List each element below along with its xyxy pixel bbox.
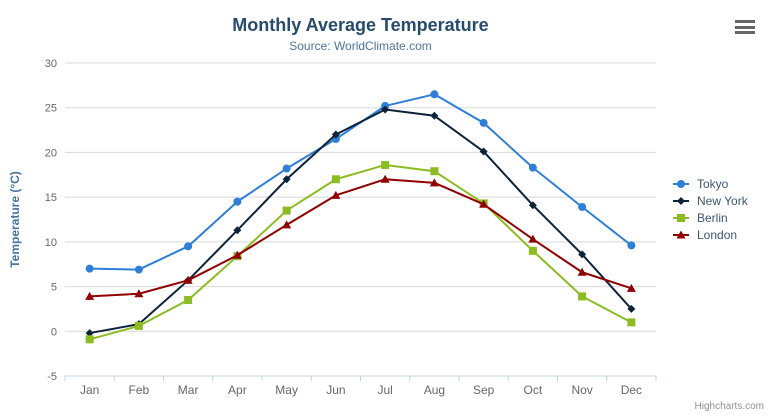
circle-marker-glyph — [677, 180, 685, 188]
y-axis-label: 30 — [45, 58, 57, 70]
x-axis-label: Mar — [178, 383, 199, 397]
x-axis-label: Jun — [326, 383, 345, 397]
point-london-apr[interactable] — [232, 250, 242, 259]
legend-item-berlin[interactable]: Berlin — [672, 210, 748, 226]
point-london-mar[interactable] — [183, 275, 193, 284]
point-new-york-dec[interactable] — [627, 304, 636, 313]
point-berlin-may[interactable] — [282, 206, 291, 215]
series-line-london[interactable] — [88, 178, 633, 298]
diamond-marker-glyph — [677, 197, 685, 205]
context-menu-button[interactable] — [735, 20, 757, 34]
point-tokyo-mar[interactable] — [184, 242, 193, 251]
square-marker-glyph — [677, 214, 685, 222]
series-line-tokyo[interactable] — [88, 93, 633, 271]
y-axis-label: 10 — [45, 237, 57, 249]
point-tokyo-apr[interactable] — [233, 197, 242, 206]
x-axis-label: May — [275, 383, 298, 397]
point-tokyo-feb[interactable] — [134, 265, 143, 274]
point-tokyo-may[interactable] — [282, 164, 291, 173]
point-london-aug[interactable] — [429, 178, 439, 187]
point-london-jan[interactable] — [85, 291, 95, 300]
y-axis-title: Temperature (°C) — [8, 171, 22, 268]
x-axis-label: Dec — [621, 383, 642, 397]
triangle-marker-glyph — [676, 230, 686, 239]
legend: Tokyo New York Berlin London — [672, 176, 748, 244]
point-london-jun[interactable] — [331, 190, 341, 199]
y-axis-label: 25 — [45, 103, 57, 115]
legend-item-tokyo[interactable]: Tokyo — [672, 176, 748, 192]
legend-item-new-york[interactable]: New York — [672, 193, 748, 209]
point-new-york-jan[interactable] — [85, 329, 94, 338]
square-marker-icon — [673, 214, 689, 222]
point-london-may[interactable] — [282, 220, 292, 229]
point-new-york-apr[interactable] — [233, 226, 242, 235]
point-new-york-jul[interactable] — [381, 105, 390, 114]
legend-item-london[interactable]: London — [672, 227, 748, 243]
legend-label: Berlin — [697, 211, 728, 225]
y-axis-label: 0 — [51, 326, 57, 338]
point-london-sep[interactable] — [479, 199, 489, 208]
x-axis-label: Aug — [424, 383, 445, 397]
diamond-marker-icon — [673, 197, 689, 205]
point-london-dec[interactable] — [626, 283, 636, 292]
point-berlin-dec[interactable] — [627, 318, 636, 327]
x-axis-label: Sep — [473, 383, 495, 397]
x-axis-label: Oct — [524, 383, 543, 397]
hamburger-icon — [735, 20, 755, 23]
point-berlin-jan[interactable] — [85, 335, 94, 344]
x-axis-label: Nov — [571, 383, 592, 397]
series-line-berlin[interactable] — [88, 163, 633, 341]
point-berlin-jul[interactable] — [381, 160, 390, 169]
point-tokyo-oct[interactable] — [528, 163, 537, 172]
x-axis-label: Apr — [228, 383, 247, 397]
point-tokyo-dec[interactable] — [627, 241, 636, 250]
point-berlin-mar[interactable] — [184, 295, 193, 304]
legend-label: London — [697, 228, 738, 242]
point-berlin-nov[interactable] — [578, 292, 587, 301]
legend-label: New York — [697, 194, 748, 208]
point-tokyo-nov[interactable] — [578, 202, 587, 211]
x-axis-label: Jul — [377, 383, 392, 397]
chart-subtitle: Source: WorldClimate.com — [289, 39, 432, 53]
point-tokyo-jan[interactable] — [85, 264, 94, 273]
triangle-marker-icon — [673, 230, 689, 239]
circle-marker-icon — [673, 180, 689, 188]
point-berlin-aug[interactable] — [430, 167, 439, 176]
point-new-york-nov[interactable] — [578, 250, 587, 259]
point-tokyo-sep[interactable] — [479, 118, 488, 127]
point-berlin-oct[interactable] — [528, 246, 537, 255]
point-new-york-oct[interactable] — [528, 201, 537, 210]
x-axis-label: Jan — [80, 383, 99, 397]
y-axis-label: 5 — [51, 282, 57, 294]
point-london-nov[interactable] — [577, 267, 587, 276]
chart-title: Monthly Average Temperature — [232, 15, 489, 35]
y-axis-label: -5 — [47, 371, 57, 383]
point-london-feb[interactable] — [134, 289, 144, 298]
point-new-york-jun[interactable] — [331, 130, 340, 139]
hamburger-icon — [735, 25, 755, 29]
x-axis-label: Feb — [129, 383, 150, 397]
hamburger-icon — [735, 31, 755, 34]
credits-link[interactable]: Highcharts.com — [694, 401, 764, 412]
y-axis-label: 20 — [45, 147, 57, 159]
legend-label: Tokyo — [697, 177, 729, 191]
point-tokyo-aug[interactable] — [430, 90, 439, 99]
point-berlin-feb[interactable] — [134, 321, 143, 330]
point-new-york-may[interactable] — [282, 175, 291, 184]
y-axis-label: 15 — [45, 192, 57, 204]
point-london-jul[interactable] — [380, 174, 390, 183]
series-line-new-york[interactable] — [88, 108, 633, 335]
point-new-york-aug[interactable] — [430, 111, 439, 120]
point-london-oct[interactable] — [528, 234, 538, 243]
point-berlin-jun[interactable] — [331, 175, 340, 184]
point-new-york-sep[interactable] — [479, 147, 488, 156]
